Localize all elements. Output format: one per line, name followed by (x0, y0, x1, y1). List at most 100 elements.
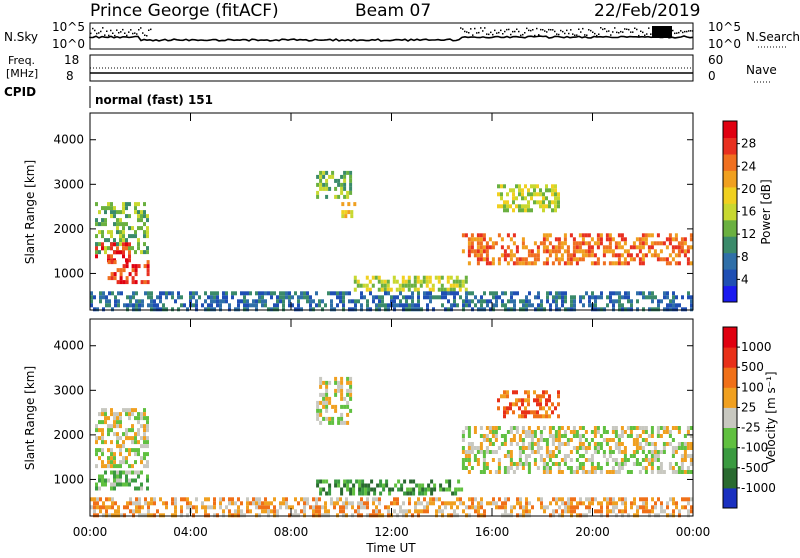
velocity-cell-4 (545, 438, 549, 442)
velocity-cell-6 (204, 497, 207, 502)
power-cell-8 (333, 307, 336, 312)
power-cell-0 (104, 210, 107, 215)
velocity-cell-4 (596, 426, 600, 430)
velocity-cell-4 (626, 434, 630, 438)
velocity-cell-0 (107, 464, 110, 469)
velocity-cell-4 (611, 470, 615, 474)
velocity-cell-6 (105, 505, 108, 510)
velocity-cell-0 (146, 424, 149, 429)
velocity-cell-6 (291, 513, 294, 518)
power-cell-8 (522, 303, 525, 308)
velocity-cell-4 (671, 466, 675, 470)
power-cell-8 (300, 291, 303, 296)
power-cell-8 (651, 299, 654, 304)
power-cell-2 (125, 276, 129, 281)
power-cell-2 (119, 272, 123, 277)
nsearch-dot (688, 30, 690, 32)
power-cell-8 (546, 291, 549, 296)
nsearch-dot (110, 29, 112, 32)
velocity-cell-4 (635, 426, 639, 430)
velocity-cell-6 (600, 505, 603, 510)
velocity-cell-6 (606, 505, 609, 510)
velocity-cell-6 (531, 505, 534, 510)
velocity-cell-4 (686, 442, 690, 446)
nsearch-dot (116, 29, 118, 31)
power-cell-8 (378, 303, 381, 308)
power-cell-3 (340, 190, 344, 195)
power-cell-8 (606, 295, 609, 300)
velocity-cell-6 (267, 505, 270, 510)
velocity-cell-6 (144, 497, 147, 502)
velocity-cell-6 (660, 505, 663, 510)
nsearch-dot (94, 29, 96, 32)
velocity-cell-0 (128, 436, 131, 441)
power-cell-6 (674, 237, 678, 242)
velocity-cell-6 (441, 509, 444, 514)
velocity-cell-6 (570, 497, 573, 502)
power-cell-5 (413, 279, 417, 284)
velocity-cell-4 (485, 426, 489, 430)
velocity-cell-0 (134, 460, 137, 465)
velocity-cell-2 (337, 420, 341, 425)
power-cell-8 (207, 303, 210, 308)
power-cell-6 (527, 253, 531, 258)
power-cell-8 (423, 295, 426, 300)
velocity-cell-6 (645, 501, 648, 506)
power-cell-8 (291, 295, 294, 300)
power-cell-6 (512, 261, 516, 266)
velocity-cell-4 (683, 446, 687, 450)
velocity-cell-6 (507, 513, 510, 518)
nave-lo-label: 0 (708, 69, 716, 83)
nsearch-dot (460, 27, 462, 29)
velocity-cell-6 (480, 513, 483, 518)
nsearch-dot (632, 31, 634, 33)
velocity-cell-6 (231, 513, 234, 518)
velocity-cell-4 (545, 446, 549, 450)
velocity-cell-4 (584, 430, 588, 434)
velocity-cell-5 (524, 398, 527, 403)
power-cell-6 (539, 241, 543, 246)
velocity-cell-3 (382, 487, 386, 492)
velocity-cell-0 (128, 408, 131, 413)
velocity-cell-4 (542, 470, 546, 474)
velocity-cell-6 (606, 509, 609, 514)
power-cell-8 (537, 307, 540, 312)
velocity-cell-3 (364, 487, 368, 492)
velocity-cell-0 (128, 452, 131, 457)
velocity-cell-3 (454, 491, 458, 496)
power-cell-6 (473, 237, 477, 242)
power-cell-8 (423, 291, 426, 296)
velocity-cell-3 (316, 479, 320, 484)
power-cell-8 (384, 291, 387, 296)
velocity-cell-6 (315, 505, 318, 510)
power-cell-8 (174, 299, 177, 304)
velocity-cell-6 (504, 497, 507, 502)
power-cell-8 (561, 299, 564, 304)
power-cell-8 (90, 299, 93, 304)
power-cell-6 (569, 253, 573, 258)
velocity-cell-4 (686, 426, 690, 430)
power-cell-3 (334, 186, 338, 191)
power-cell-8 (393, 307, 396, 312)
power-cell-0 (95, 202, 98, 207)
nsearch-dot (600, 27, 602, 29)
power-cell-8 (240, 291, 243, 296)
velocity-cell-4 (620, 466, 624, 470)
nsearch-dot (506, 28, 508, 31)
velocity-cell-4 (572, 470, 576, 474)
power-cbar-segment (723, 219, 737, 237)
nsearch-dot (690, 30, 692, 32)
power-cell-6 (470, 233, 474, 238)
velocity-cell-6 (495, 501, 498, 506)
power-cell-8 (321, 299, 324, 304)
power-cell-2 (122, 268, 126, 273)
power-cell-8 (492, 303, 495, 308)
velocity-cell-4 (476, 462, 480, 466)
velocity-cell-6 (171, 501, 174, 506)
velocity-cell-5 (506, 394, 509, 399)
power-cell-6 (554, 237, 558, 242)
velocity-cell-3 (427, 487, 431, 492)
power-cell-8 (690, 299, 693, 304)
velocity-cell-3 (400, 483, 404, 488)
power-cell-8 (141, 299, 144, 304)
